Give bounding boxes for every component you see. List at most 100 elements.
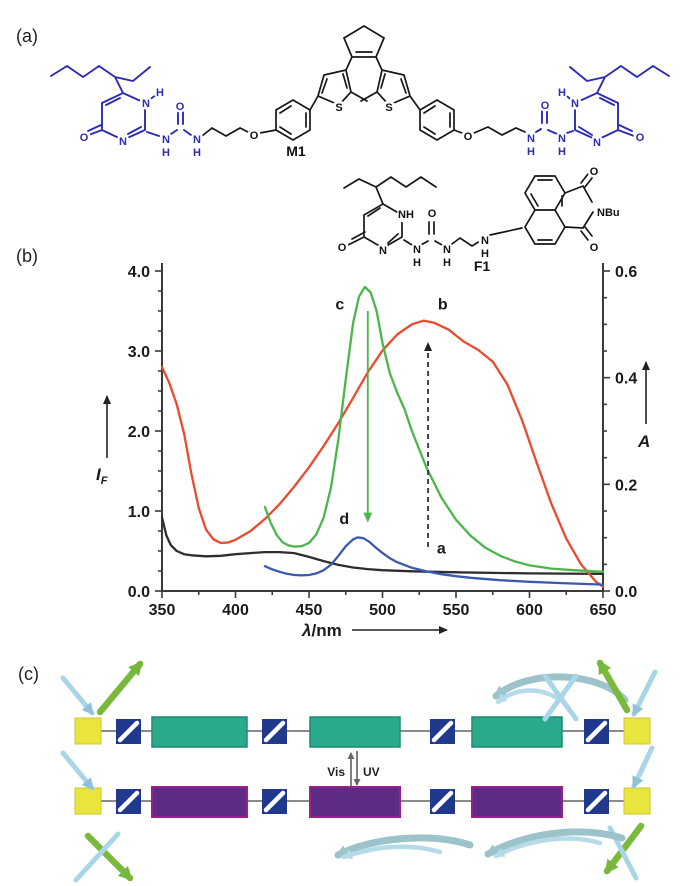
atom-mask <box>524 144 538 158</box>
f1-bonds <box>343 173 594 249</box>
chart-tick-labels: 0.0 1.0 2.0 3.0 4.0 0.0 0.2 0.4 0.6 350 400 450 500 5… <box>128 264 638 619</box>
x-axis-title: λ/nm <box>301 621 342 640</box>
atom-mask <box>335 240 349 254</box>
atom-mask <box>633 130 647 144</box>
atom-mask <box>597 203 615 221</box>
quenched-emission-arrow <box>603 822 645 875</box>
top-polymer-row <box>74 716 651 748</box>
atom-label-n: N <box>571 98 579 110</box>
atom-label-o: O <box>464 131 473 143</box>
atom-label-n: N <box>481 235 489 247</box>
bottom-polymer-row <box>74 786 651 818</box>
atom-mask <box>461 129 475 143</box>
atom-label-nbu: NBu <box>597 207 620 219</box>
atom-label-n: N <box>142 98 150 110</box>
curve-c <box>263 285 605 573</box>
curve-d <box>263 536 605 586</box>
m1-name: M1 <box>286 143 306 159</box>
fluorophore-block <box>74 787 102 815</box>
atom-mask <box>376 243 390 257</box>
atom-label-h: H <box>443 257 451 269</box>
curve-label-d: d <box>339 511 349 528</box>
upy-slash <box>263 790 286 813</box>
dte-closed-block <box>471 786 563 818</box>
atom-mask <box>410 255 424 269</box>
y-left-tick-label: 4.0 <box>128 264 150 281</box>
y-left-tick-label: 0.0 <box>128 584 150 601</box>
atom-label-h: H <box>558 87 566 99</box>
atom-mask <box>332 100 346 114</box>
left-axis-title: IF <box>96 465 108 487</box>
excitation-arrow <box>60 675 95 716</box>
atom-mask <box>77 130 91 144</box>
excitation-arrow <box>631 745 655 789</box>
atom-label-h: H <box>481 248 489 260</box>
atom-mask <box>190 132 204 146</box>
atom-mask <box>478 233 492 247</box>
atom-mask <box>173 99 187 113</box>
y-right-tick-label: 0.2 <box>615 477 637 494</box>
atom-label-h: H <box>527 146 535 158</box>
atom-label-s: S <box>385 102 392 114</box>
y-right-tick-label: 0.0 <box>615 584 637 601</box>
atom-mask <box>538 98 552 112</box>
atom-label-n: N <box>443 244 451 256</box>
atom-label-n: N <box>379 245 387 257</box>
atom-mask <box>410 242 424 256</box>
emission-arrow <box>596 659 631 714</box>
x-tick-label: 350 <box>149 602 176 619</box>
cross-stick <box>542 673 579 722</box>
atom-label-n: N <box>162 134 170 146</box>
dte-open-block <box>309 716 401 748</box>
chart-annotations: c b d a <box>335 296 447 557</box>
y-left-tick-label: 1.0 <box>128 504 150 521</box>
x-tick-label: 550 <box>443 602 470 619</box>
panel-b-label: (b) <box>16 246 38 266</box>
right-axis-title: A <box>637 432 650 451</box>
y-right-tick-label: 0.4 <box>615 371 637 388</box>
excitation-arrow <box>631 669 658 717</box>
atom-mask <box>555 144 569 158</box>
m1-blue-bonds <box>50 64 670 142</box>
atom-mask <box>159 145 173 159</box>
chart-curves <box>160 285 605 588</box>
atom-label-n: N <box>558 133 566 145</box>
atom-mask <box>139 96 153 110</box>
atom-label-nh: NH <box>398 209 414 221</box>
atom-mask <box>247 128 261 142</box>
quenched-emission-arrow <box>84 832 134 882</box>
atom-mask <box>590 135 604 149</box>
x-tick-label: 450 <box>296 602 323 619</box>
panel-c-label: (c) <box>18 664 39 684</box>
fluorophore-block <box>623 717 651 745</box>
atom-label-h: H <box>558 146 566 158</box>
atom-label-o: O <box>250 130 259 142</box>
fluorophore-block <box>623 787 651 815</box>
dte-open-block <box>151 716 248 748</box>
atom-mask <box>425 206 439 220</box>
atom-label-n: N <box>193 134 201 146</box>
upy-slash <box>585 790 608 813</box>
curve-b <box>160 319 605 588</box>
atom-label-h: H <box>162 147 170 159</box>
fluorophore-block <box>74 717 102 745</box>
upy-slash <box>431 720 454 743</box>
atom-label-o: O <box>541 100 550 112</box>
f1-name: F1 <box>474 258 491 274</box>
y-right-tick-label: 0.6 <box>615 264 637 281</box>
atom-mask <box>478 246 492 260</box>
x-tick-label: 500 <box>369 602 396 619</box>
atom-mask <box>524 131 538 145</box>
dte-closed-block <box>151 786 248 818</box>
atom-label-n: N <box>527 133 535 145</box>
atom-label-h: H <box>156 87 164 99</box>
panel-a-label: (a) <box>16 26 38 46</box>
atom-mask <box>153 85 167 99</box>
m1-black-bonds <box>201 25 526 141</box>
atom-label-n: N <box>119 136 127 148</box>
emission-arrow <box>96 660 144 716</box>
energy-transfer-arrow-light <box>493 836 603 859</box>
